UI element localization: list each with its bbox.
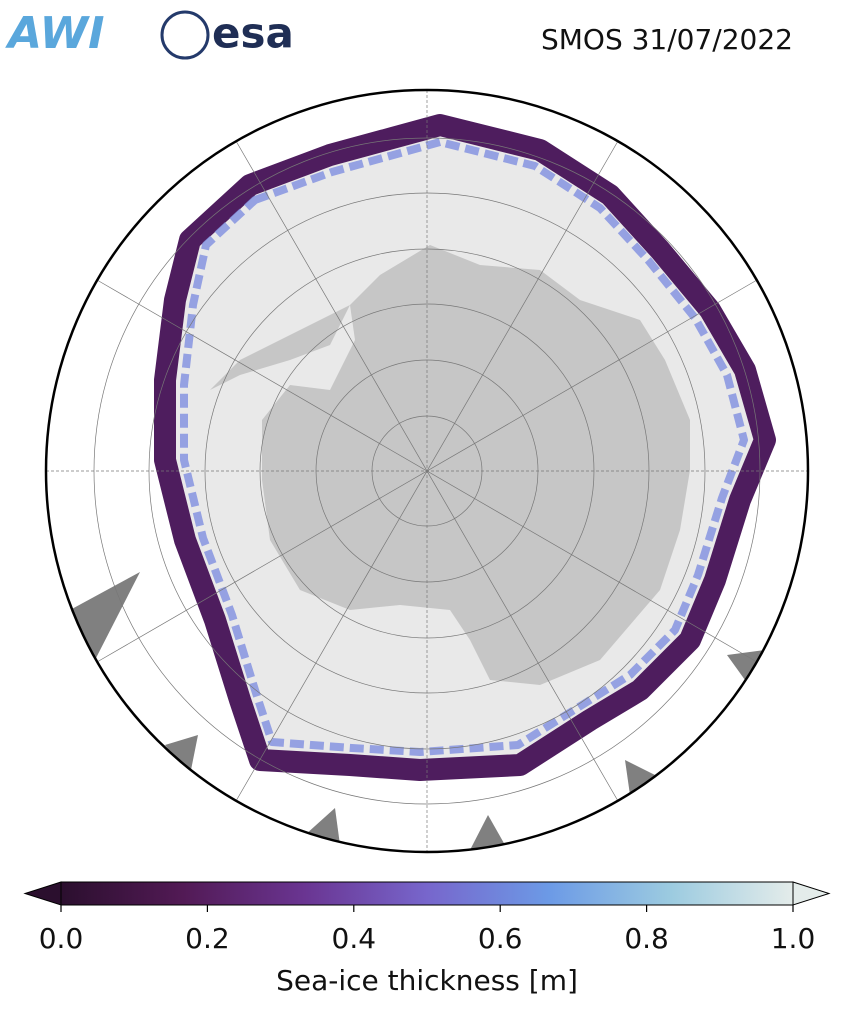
esa-emblem	[160, 10, 210, 60]
colorbar-tick-label: 0.2	[185, 922, 230, 955]
colorbar-tick-label: 0.6	[478, 922, 523, 955]
esa-logo: esa	[212, 9, 294, 58]
colorbar-tick-label: 1.0	[771, 922, 816, 955]
colorbar-label: Sea-ice thickness [m]	[276, 964, 578, 997]
awi-logo: AWI	[5, 8, 105, 59]
title: SMOS 31/07/2022	[541, 23, 793, 56]
colorbar: 0.0 0.2 0.4 0.6 0.8 1.0	[23, 881, 831, 955]
map	[46, 90, 808, 852]
colorbar-tick-label: 0.0	[39, 922, 84, 955]
colorbar-gradient	[60, 881, 794, 906]
colorbar-tick-label: 0.8	[624, 922, 669, 955]
colorbar-extend-high	[792, 881, 831, 906]
colorbar-extend-low	[23, 881, 62, 906]
logos: AWI esa	[5, 8, 294, 60]
map-frame	[44, 88, 810, 854]
colorbar-tick-label: 0.4	[332, 922, 377, 955]
